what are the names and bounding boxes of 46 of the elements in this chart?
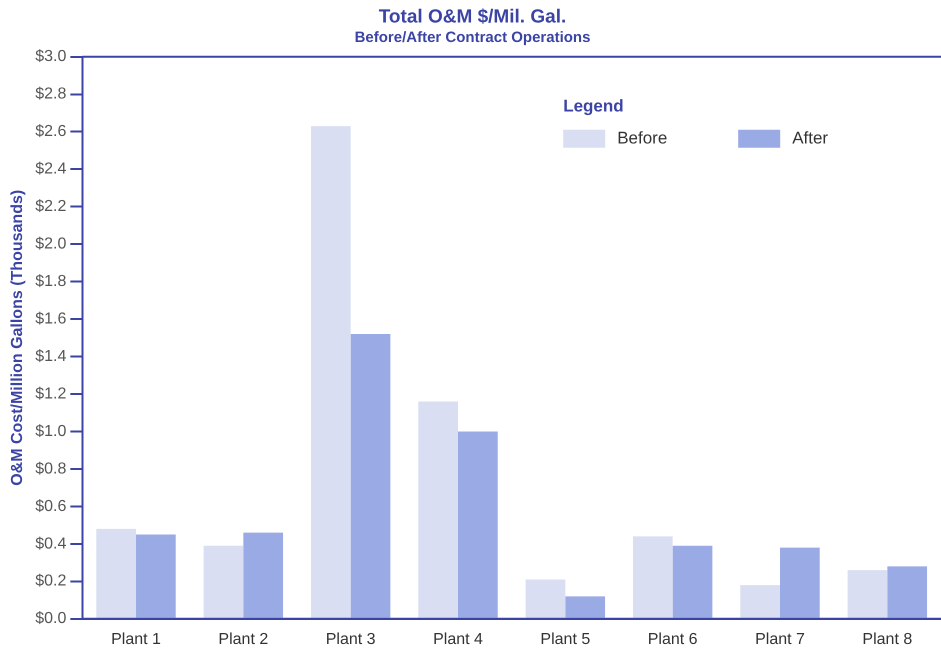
bar	[136, 534, 176, 618]
bar	[848, 570, 888, 618]
bar	[418, 401, 458, 618]
chart-subtitle: Before/After Contract Operations	[354, 28, 590, 46]
bar	[740, 585, 780, 618]
x-tick-label: Plant 7	[755, 630, 806, 648]
y-tick-label: $1.8	[35, 273, 66, 290]
y-tick-label: $2.4	[35, 160, 66, 178]
bar	[458, 431, 498, 618]
x-tick-label: Plant 2	[218, 630, 268, 648]
y-tick-label: $1.4	[35, 348, 66, 365]
y-tick-label: $1.6	[35, 310, 66, 328]
y-tick-label: $0.0	[35, 610, 66, 628]
y-tick-label: $2.6	[35, 123, 66, 140]
chart-title: Total O&M $/Mil. Gal.	[378, 6, 566, 28]
bar	[310, 126, 351, 618]
x-tick-label: Plant 8	[862, 630, 912, 648]
bar	[672, 546, 712, 618]
x-tick-label: Plant 6	[648, 630, 698, 648]
y-axis-title: O&M Cost/Million Gallons (Thousands)	[9, 190, 26, 486]
bar	[243, 532, 284, 618]
y-tick-label: $2.8	[35, 86, 66, 103]
bar	[632, 536, 673, 618]
legend-label: After	[792, 128, 828, 148]
y-tick-label: $0.2	[35, 572, 66, 590]
legend-label: Before	[617, 128, 668, 148]
y-tick-label: $2.2	[35, 198, 66, 216]
bar	[780, 548, 820, 618]
y-tick-label: $0.4	[35, 535, 66, 552]
bar	[565, 596, 606, 618]
bar	[350, 334, 390, 618]
y-tick-label: $1.2	[35, 385, 66, 402]
y-tick-label: $3.0	[35, 48, 66, 66]
y-tick-label: $0.8	[35, 460, 66, 478]
bar	[887, 566, 928, 618]
x-tick-label: Plant 1	[111, 630, 162, 648]
bar	[526, 579, 566, 618]
y-tick-label: $2.0	[35, 236, 66, 253]
y-tick-label: $1.0	[35, 422, 66, 440]
x-tick-label: Plant 4	[433, 630, 484, 648]
y-tick-label: $0.6	[35, 498, 66, 515]
x-tick-label: Plant 5	[540, 630, 590, 648]
legend-title: Legend	[563, 96, 624, 116]
bar	[204, 546, 244, 618]
x-tick-label: Plant 3	[326, 630, 376, 648]
bar	[96, 528, 136, 618]
